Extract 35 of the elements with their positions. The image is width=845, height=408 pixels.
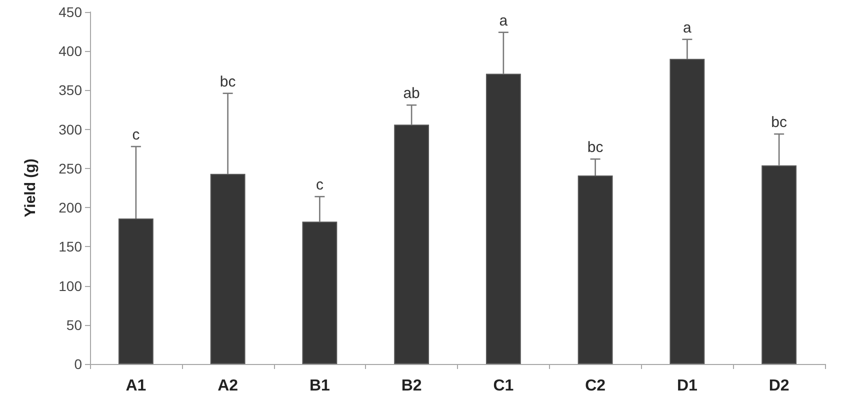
y-tick-label: 0: [74, 356, 82, 372]
annotation: c: [316, 176, 324, 194]
x-tick-label: B1: [309, 378, 330, 394]
x-tick-label: D2: [768, 378, 790, 394]
y-tick-label: 100: [58, 278, 82, 294]
bar: [210, 174, 246, 364]
x-tick-label: C1: [493, 378, 514, 394]
y-tick-label: 250: [58, 160, 82, 176]
annotation: bc: [220, 73, 236, 90]
bar: [394, 124, 430, 364]
y-tick-label: 300: [58, 121, 82, 138]
y-axis-title: Yield (g): [22, 158, 39, 218]
bar: [670, 58, 705, 364]
bar: [302, 222, 338, 364]
x-tick-label: A1: [126, 378, 146, 394]
x-tick-label: C2: [585, 378, 606, 394]
y-tick-label: 50: [66, 316, 82, 333]
bar: [118, 218, 154, 364]
annotation: a: [499, 12, 508, 30]
annotation: bc: [771, 114, 788, 132]
bar: [486, 74, 521, 364]
y-tick-label: 350: [58, 82, 82, 98]
bar: [762, 165, 797, 364]
x-tick-label: A2: [218, 378, 238, 394]
y-tick-label: 450: [58, 4, 82, 20]
x-tick-label: D1: [676, 378, 698, 394]
x-tick-label: B2: [401, 378, 422, 394]
y-tick-label: 150: [58, 238, 82, 255]
annotation: a: [683, 19, 692, 36]
annotation: ab: [403, 85, 420, 102]
annotation: c: [132, 126, 140, 144]
bar: [578, 175, 613, 364]
y-tick-label: 200: [58, 200, 82, 216]
annotation: bc: [587, 139, 604, 156]
y-tick-label: 400: [58, 43, 82, 60]
